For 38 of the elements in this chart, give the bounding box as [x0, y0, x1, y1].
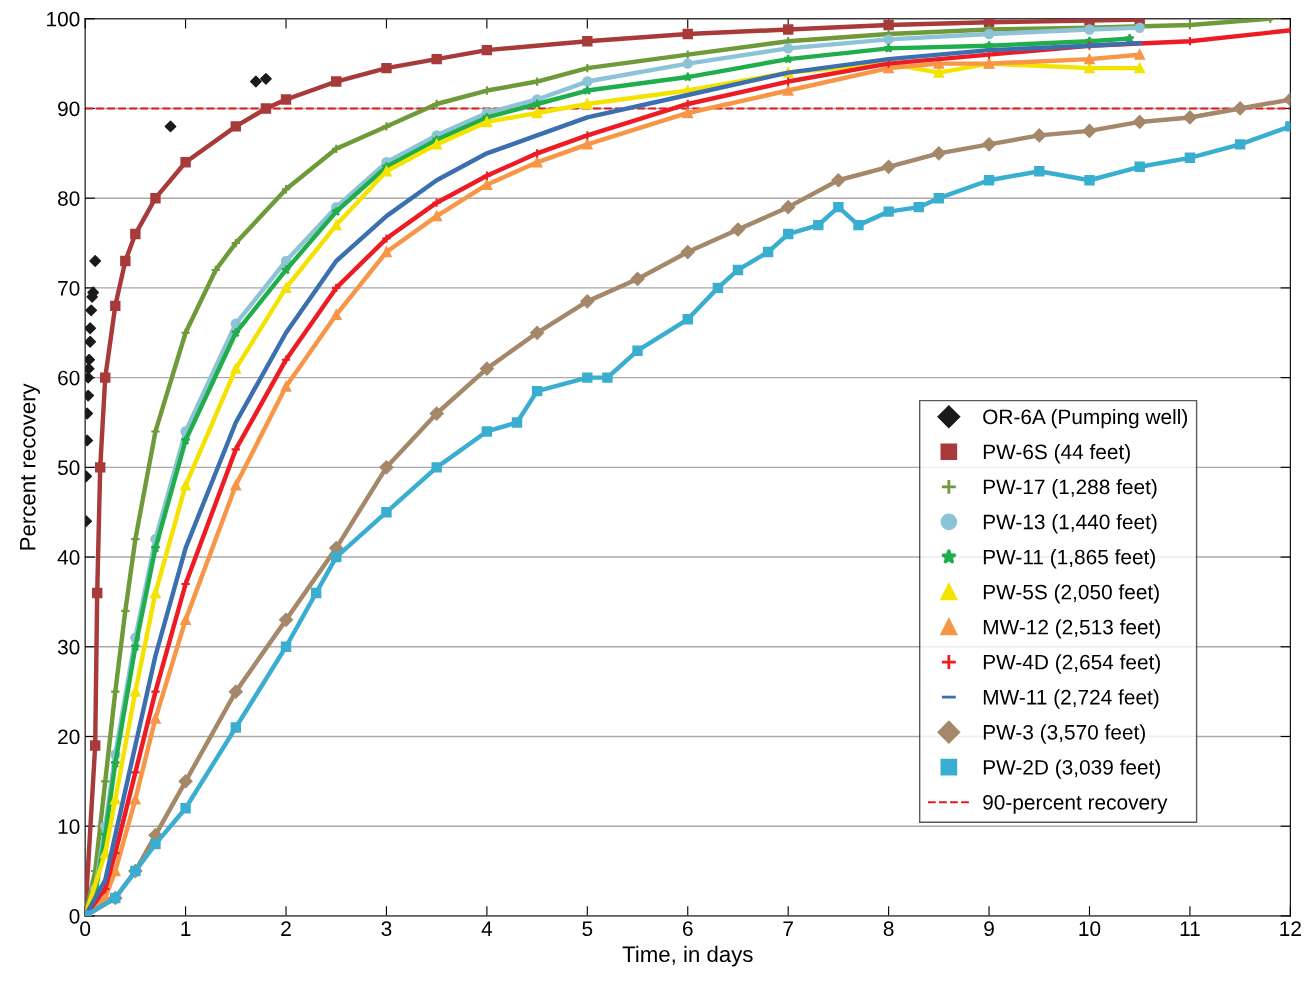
- x-tick-label: 4: [481, 921, 493, 936]
- y-tick-label: 0: [69, 908, 80, 924]
- x-tick-label: 3: [381, 921, 392, 937]
- legend-label: PW-13 (1,440 feet): [983, 514, 1157, 534]
- y-tick-label: 30: [57, 639, 80, 655]
- legend-label: PW-3 (3,570 feet): [983, 724, 1145, 744]
- legend-label: 90-percent recovery: [983, 794, 1168, 814]
- legend-label: MW-11 (2,724 feet): [983, 689, 1159, 709]
- legend-label: PW-6S (44 feet): [983, 443, 1130, 464]
- y-tick-label: 60: [58, 370, 80, 386]
- x-tick-label: 2: [281, 921, 291, 936]
- x-tick-label: 6: [683, 921, 693, 937]
- x-tick-label: 5: [582, 921, 593, 937]
- y-tick-label: 70: [58, 280, 80, 296]
- y-tick-label: 10: [58, 819, 80, 834]
- x-tick-label: 12: [1280, 921, 1301, 936]
- x-tick-label: 0: [80, 921, 91, 937]
- y-tick-label: 80: [58, 191, 80, 206]
- y-tick-label: 40: [57, 550, 80, 565]
- y-axis-title: Percent recovery: [20, 383, 40, 550]
- x-tick-label: 9: [984, 921, 994, 937]
- x-tick-label: 10: [1079, 921, 1101, 937]
- y-tick-label: 90: [58, 101, 80, 117]
- y-tick-label: 50: [57, 460, 80, 476]
- y-tick-label: 20: [58, 729, 80, 745]
- x-tick-label: 11: [1180, 921, 1200, 936]
- legend-label: PW-17 (1,288 feet): [983, 479, 1157, 499]
- legend-label: PW-2D (3,039 feet): [983, 759, 1160, 779]
- y-tick-label: 100: [47, 11, 80, 27]
- legend-label: PW-4D (2,654 feet): [983, 654, 1160, 674]
- legend-label: PW-11 (1,865 feet): [983, 549, 1155, 569]
- x-axis-title: Time, in days: [622, 945, 753, 967]
- legend-label: OR-6A (Pumping well): [983, 408, 1187, 429]
- x-tick-label: 7: [783, 921, 793, 936]
- legend-label: PW-5S (2,050 feet): [983, 584, 1159, 604]
- legend-label: MW-12 (2,513 feet): [983, 619, 1160, 639]
- x-tick-label: 1: [181, 921, 191, 936]
- x-tick-label: 8: [883, 921, 894, 937]
